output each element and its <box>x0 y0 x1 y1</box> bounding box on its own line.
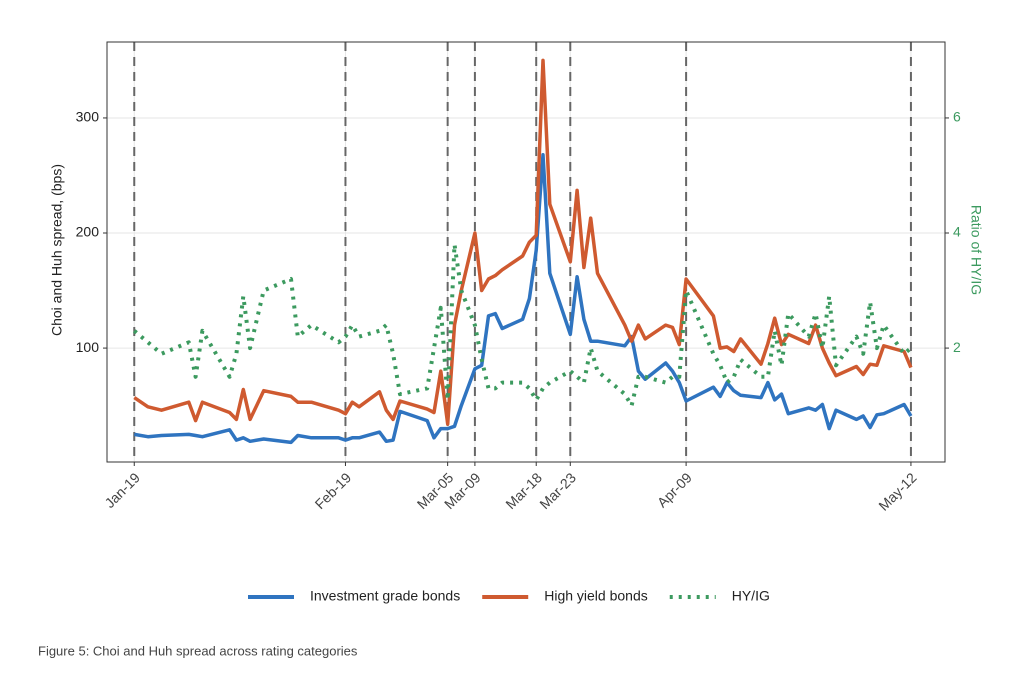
legend-label: High yield bonds <box>544 588 648 604</box>
y-axis-label: Choi and Huh spread, (bps) <box>49 164 65 336</box>
x-tick-label: Mar-23 <box>536 469 579 512</box>
y-tick-label: 300 <box>76 109 100 125</box>
x-tick-label: May-12 <box>875 469 919 513</box>
series-line <box>133 58 913 426</box>
y2-tick-label: 2 <box>953 339 961 355</box>
y2-tick-label: 6 <box>953 109 961 125</box>
legend: Investment grade bonds High yield bonds HY… <box>248 588 770 604</box>
x-tick-label: Feb-19 <box>312 469 355 512</box>
y2-axis-label: Ratio of HY/IG <box>968 205 984 295</box>
series-line <box>133 242 913 408</box>
panel-border <box>106 41 946 463</box>
y-tick-label: 200 <box>76 224 100 240</box>
legend-label: Investment grade bonds <box>310 588 460 604</box>
x-tick-label: Apr-09 <box>654 469 695 510</box>
x-tick-label: Mar-18 <box>502 469 545 512</box>
x-tick-label: Jan-19 <box>101 469 143 511</box>
y-tick-label: 100 <box>76 339 100 355</box>
series-line <box>134 153 913 445</box>
caption: Figure 5: Choi and Huh spread across rat… <box>38 643 358 658</box>
legend-label: HY/IG <box>732 588 770 604</box>
y2-tick-label: 4 <box>953 224 961 240</box>
